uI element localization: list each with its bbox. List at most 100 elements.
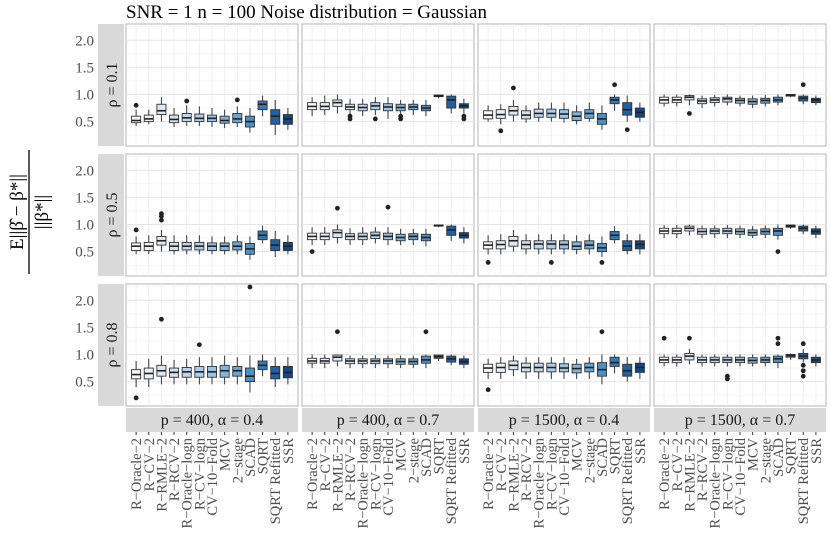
outlier-point <box>335 205 340 211</box>
x-tick-label: 2−stage <box>758 438 774 483</box>
box-R−CV−logn <box>722 225 733 239</box>
box-SQRT Refitted <box>446 94 457 114</box>
outlier-point <box>498 128 504 134</box>
outlier-point <box>234 97 240 103</box>
box-CV−10−Fold <box>382 227 394 246</box>
box-R−RCV−2 <box>697 95 708 109</box>
box-R−RMLE−2 <box>156 355 167 385</box>
col-strip-3 <box>654 408 826 432</box>
y-tick-label: 1.0 <box>75 347 94 363</box>
box-R−CV−logn <box>546 234 557 255</box>
box-R−Oracle−logn <box>533 102 544 122</box>
x-tick-label: R−RCV−2 <box>167 438 183 501</box>
box-body <box>219 115 230 124</box>
box-R−CV−2 <box>319 227 330 246</box>
box-R−RMLE−2 <box>332 354 343 367</box>
box-body <box>332 229 343 238</box>
outlier-point <box>385 204 391 210</box>
x-tick-label: SQRT Refitted <box>620 437 636 524</box>
x-tick-label: R−RMLE−2 <box>330 438 346 512</box>
box-MCV <box>219 355 230 385</box>
box-R−RMLE−2 <box>156 229 167 252</box>
outlier-point <box>309 249 315 255</box>
outlier-point <box>775 249 781 255</box>
y-tick-label: 1.5 <box>75 190 94 206</box>
box-R−Oracle−2 <box>131 360 142 388</box>
box-R−Oracle−logn <box>709 225 720 239</box>
outlier-point <box>347 113 353 119</box>
box-CV−10−Fold <box>734 354 746 367</box>
box-R−CV−2 <box>319 95 330 116</box>
box-2−stage <box>232 106 243 128</box>
box-R−Oracle−logn <box>181 105 192 126</box>
box-R−RMLE−2 <box>508 99 519 122</box>
x-tick-label: R−CV−2 <box>142 438 158 491</box>
box-MCV <box>571 358 582 379</box>
x-tick-label: R−RCV−2 <box>695 438 711 501</box>
box-SQRT <box>609 94 620 111</box>
x-tick-label: R−CV−logn <box>192 437 208 510</box>
panel-r2-c0 <box>125 283 299 407</box>
x-tick-label: R−Oracle−2 <box>305 438 321 510</box>
x-tick-label: CV−10−Fold <box>557 437 573 515</box>
y-tick-label: 2.0 <box>75 293 94 309</box>
box-R−CV−logn <box>722 354 733 367</box>
x-tick-label: SCAD <box>243 438 259 477</box>
box-SQRT <box>433 354 444 361</box>
box-R−RMLE−2 <box>156 97 167 122</box>
box-R−Oracle−2 <box>483 105 494 122</box>
x-tick-label: R−Oracle−logn <box>532 437 548 528</box>
box-SQRT Refitted <box>622 357 633 382</box>
box-SQRT <box>257 225 268 244</box>
x-tick-label: R−Oracle−2 <box>481 438 497 510</box>
box-SQRT Refitted <box>622 234 633 255</box>
x-tick-label: SSR <box>633 438 649 464</box>
col-strip-label-3: p = 1500, α = 0.7 <box>685 412 795 429</box>
y-tick-label: 1.5 <box>75 60 94 76</box>
x-tick-label: SQRT <box>784 438 800 474</box>
box-MCV <box>395 228 406 246</box>
y-axis-label-denominator: ||β*|| <box>32 195 53 229</box>
outlier-point <box>159 211 164 217</box>
box-2−stage <box>584 102 595 122</box>
x-tick-label: R−CV−logn <box>544 437 560 510</box>
box-R−Oracle−2 <box>131 236 142 255</box>
box-R−RCV−2 <box>697 225 708 239</box>
y-tick-label: 0.5 <box>75 115 94 131</box>
box-R−Oracle−logn <box>181 235 192 255</box>
box-SSR <box>634 102 645 122</box>
x-axes: R−Oracle−2R−CV−2R−RMLE−2R−RCV−2R−Oracle−… <box>129 432 825 528</box>
panel-r0-c3 <box>653 23 827 147</box>
box-2−stage <box>584 234 595 255</box>
box-body <box>609 356 620 367</box>
outlier-point <box>775 335 781 341</box>
box-SCAD <box>596 105 607 130</box>
box-SCAD <box>772 354 783 369</box>
outlier-point <box>372 116 378 122</box>
box-R−RMLE−2 <box>332 94 343 114</box>
x-tick-label: R−RMLE−2 <box>682 438 698 512</box>
x-tick-label: R−RCV−2 <box>343 438 359 501</box>
box-2−stage <box>760 225 771 239</box>
box-SQRT Refitted <box>270 230 281 258</box>
box-SSR <box>810 225 821 239</box>
row-strip-label-0: ρ = 0.1 <box>104 62 121 107</box>
box-CV−10−Fold <box>382 355 394 369</box>
box-R−Oracle−2 <box>659 94 670 107</box>
x-tick-label: MCV <box>394 437 410 471</box>
row-strip-0 <box>98 24 124 146</box>
box-R−CV−2 <box>143 109 154 125</box>
box-body <box>257 100 268 111</box>
outlier-point <box>184 98 190 104</box>
x-tick-label: R−CV−2 <box>670 438 686 491</box>
box-R−Oracle−logn <box>709 95 720 107</box>
outlier-point <box>398 113 404 119</box>
box-R−CV−logn <box>370 227 381 244</box>
x-tick-label: 2−stage <box>582 438 598 483</box>
box-R−CV−logn <box>194 235 205 255</box>
box-SCAD <box>420 228 431 247</box>
box-R−RMLE−2 <box>684 94 695 106</box>
box-R−CV−2 <box>495 234 506 255</box>
x-tick-label: SCAD <box>595 438 611 477</box>
outlier-point <box>548 260 554 265</box>
